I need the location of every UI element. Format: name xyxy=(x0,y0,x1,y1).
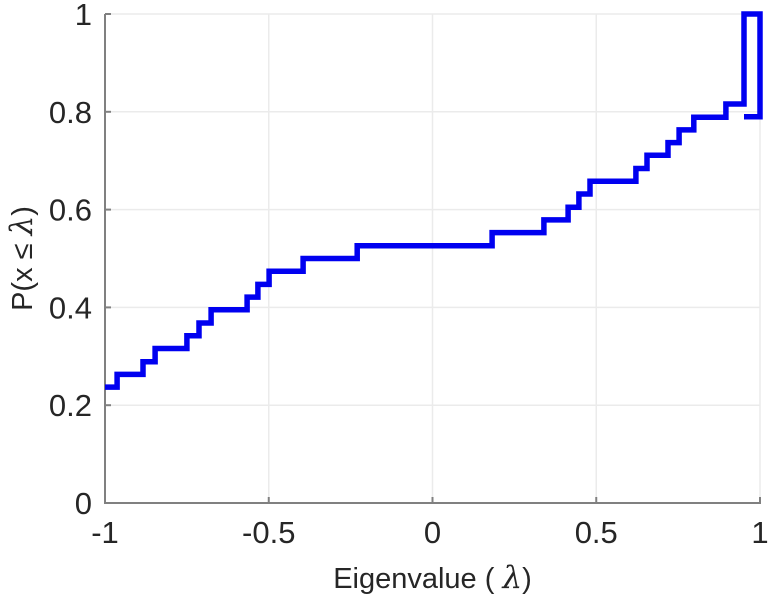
y-tick-label: 0.2 xyxy=(49,388,92,423)
ecdf-curve xyxy=(105,11,763,390)
axis-label-text: Eigenvalue ( xyxy=(333,563,502,595)
x-tick-label: -0.5 xyxy=(242,515,295,550)
label-layer: -1 -0.5 0 0.5 1 0 0.2 0.4 0.6 0.8 1 Eigenvalue ( λ)… xyxy=(4,0,768,596)
y-tick-label: 1 xyxy=(75,0,92,32)
axis-label-text: ) xyxy=(7,206,39,216)
grid-layer xyxy=(104,13,761,504)
x-tick-label: 0.5 xyxy=(575,515,618,550)
x-tick-label: -1 xyxy=(91,515,119,550)
lambda-symbol: λ xyxy=(4,216,40,238)
y-axis-label: P(x ≤ λ) xyxy=(4,206,40,311)
lambda-symbol: λ xyxy=(500,560,522,596)
axis-layer xyxy=(104,13,761,504)
x-tick-label: 0 xyxy=(424,515,441,550)
curve-layer xyxy=(105,11,763,390)
y-tick-label: 0.4 xyxy=(49,290,92,325)
x-axis-label: Eigenvalue ( λ) xyxy=(333,560,532,596)
x-tick-label: 1 xyxy=(751,515,768,550)
y-tick-label: 0.8 xyxy=(49,95,92,130)
y-tick-label: 0.6 xyxy=(49,193,92,228)
axis-label-text: P(x ≤ xyxy=(7,235,39,311)
y-tick-label: 0 xyxy=(75,486,92,521)
axis-label-text: ) xyxy=(522,563,532,595)
